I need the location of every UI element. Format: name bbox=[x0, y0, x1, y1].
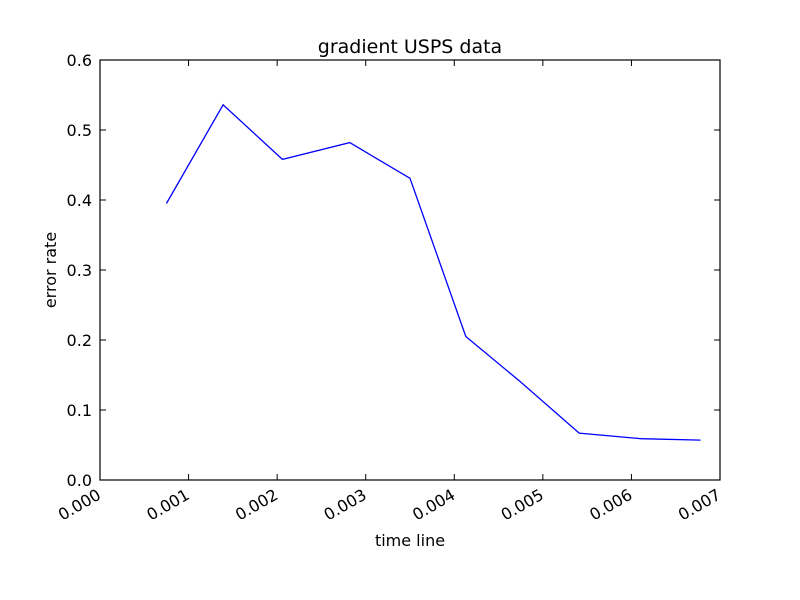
y-tick-label: 0.0 bbox=[67, 471, 92, 490]
y-axis-label: error rate bbox=[41, 232, 60, 308]
y-tick-label: 0.1 bbox=[67, 401, 92, 420]
x-axis-label: time line bbox=[375, 531, 445, 550]
series-line-0 bbox=[165, 103, 701, 441]
y-tick-label: 0.5 bbox=[67, 121, 92, 140]
y-tick-label: 0.6 bbox=[67, 51, 92, 70]
y-tick-label: 0.4 bbox=[67, 191, 92, 210]
y-tick-label: 0.2 bbox=[67, 331, 92, 350]
chart-title: gradient USPS data bbox=[318, 36, 502, 58]
y-tick-label: 0.3 bbox=[67, 261, 92, 280]
